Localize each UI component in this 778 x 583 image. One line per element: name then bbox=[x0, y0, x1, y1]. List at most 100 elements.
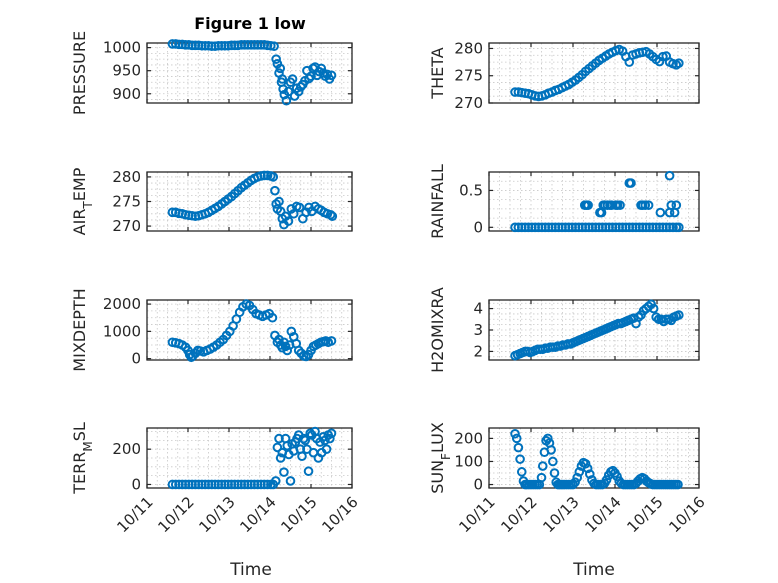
data-point bbox=[236, 479, 247, 490]
data-point bbox=[167, 39, 178, 49]
y-axis-label: H2OMIXRA bbox=[428, 287, 447, 373]
data-point bbox=[226, 479, 237, 490]
x-tick-label: 10/12 bbox=[497, 493, 540, 536]
data-point bbox=[229, 40, 240, 51]
data-point bbox=[203, 479, 214, 490]
data-point bbox=[259, 479, 270, 490]
y-axis-label: PRESSURE bbox=[70, 31, 89, 115]
data-point bbox=[664, 170, 675, 181]
y-tick-label: 0 bbox=[473, 476, 483, 494]
data-point bbox=[246, 479, 256, 490]
data-point bbox=[274, 433, 284, 444]
data-point bbox=[648, 303, 659, 314]
data-point bbox=[252, 479, 263, 490]
data-point bbox=[243, 40, 253, 50]
data-point bbox=[272, 442, 283, 453]
data-point bbox=[583, 200, 593, 210]
data-point bbox=[184, 479, 194, 490]
data-point bbox=[668, 222, 678, 233]
y-tick-label: 1000 bbox=[103, 39, 141, 57]
data-point bbox=[274, 196, 284, 207]
y-tick-label: 280 bbox=[454, 39, 483, 57]
x-tick-label: 10/14 bbox=[236, 493, 279, 536]
data-point bbox=[582, 463, 593, 474]
y-axis-label: SUNFLUX bbox=[428, 422, 453, 494]
data-point bbox=[322, 69, 333, 80]
x-tick-label: 10/15 bbox=[623, 493, 666, 536]
data-point bbox=[279, 467, 289, 477]
data-point bbox=[572, 472, 583, 483]
data-point bbox=[321, 444, 332, 454]
data-point bbox=[233, 479, 243, 490]
data-point bbox=[673, 479, 683, 490]
data-point bbox=[210, 479, 220, 490]
data-point bbox=[316, 63, 327, 74]
data-point bbox=[220, 40, 230, 51]
data-point bbox=[275, 63, 286, 74]
data-point bbox=[229, 479, 240, 490]
data-point bbox=[326, 428, 337, 439]
data-point bbox=[174, 479, 184, 490]
data-point bbox=[206, 41, 217, 52]
y-tick-label: 0.5 bbox=[459, 181, 483, 199]
x-tick-label: 10/15 bbox=[277, 493, 320, 536]
y-tick-label: 4 bbox=[473, 300, 483, 318]
data-point bbox=[220, 479, 230, 490]
data-point bbox=[546, 445, 556, 455]
y-tick-label: 270 bbox=[112, 217, 141, 235]
data-point bbox=[568, 479, 578, 490]
data-point bbox=[243, 479, 253, 490]
data-point bbox=[177, 479, 188, 490]
data-point bbox=[200, 479, 211, 490]
y-axis-label: THETA bbox=[428, 47, 447, 99]
data-point bbox=[548, 456, 558, 467]
data-point bbox=[674, 58, 684, 68]
data-point bbox=[193, 479, 204, 490]
data-point bbox=[270, 185, 280, 196]
y-axis-label: AIRTEMP bbox=[70, 167, 95, 235]
y-tick-label: 0 bbox=[473, 218, 483, 236]
subplot-2: 270 275 280 THETA bbox=[428, 39, 700, 112]
subplot-6: 2 3 4 H2OMIXRA bbox=[428, 287, 700, 373]
y-tick-label: 900 bbox=[112, 85, 141, 103]
data-point bbox=[187, 479, 197, 490]
x-axis-label-left: Time bbox=[229, 560, 272, 580]
data-point bbox=[277, 74, 288, 84]
data-point bbox=[270, 476, 281, 486]
y-axis-label: TERRMSL bbox=[70, 422, 95, 495]
data-point bbox=[249, 40, 260, 50]
y-tick-label: 275 bbox=[454, 67, 483, 85]
data-point bbox=[249, 479, 260, 490]
x-tick-label: 10/14 bbox=[581, 493, 624, 536]
data-point bbox=[252, 40, 263, 50]
y-tick-label: 1000 bbox=[103, 322, 141, 340]
data-point bbox=[283, 216, 294, 226]
data-point bbox=[213, 479, 224, 490]
data-point bbox=[236, 40, 247, 50]
y-tick-label: 200 bbox=[112, 440, 141, 458]
data-point bbox=[305, 428, 315, 439]
data-point bbox=[510, 428, 520, 439]
data-point bbox=[674, 310, 684, 320]
data-point bbox=[200, 40, 211, 51]
data-point bbox=[283, 86, 294, 97]
data-point bbox=[612, 471, 622, 482]
data-point bbox=[275, 453, 286, 463]
data-point bbox=[271, 54, 281, 64]
y-tick-label: 0 bbox=[131, 350, 141, 368]
data-point bbox=[216, 40, 227, 51]
subplot-4: 0 0.5 RAINFALL bbox=[428, 164, 700, 239]
data-point bbox=[543, 433, 553, 444]
data-point bbox=[262, 479, 273, 490]
x-tick-label: 10/16 bbox=[665, 493, 708, 536]
x-tick-label: 10/13 bbox=[195, 493, 238, 536]
data-point bbox=[239, 40, 250, 50]
y-tick-label: 2 bbox=[473, 342, 483, 360]
data-point bbox=[294, 202, 305, 213]
data-point bbox=[267, 312, 278, 323]
x-tick-label: 10/13 bbox=[539, 493, 582, 536]
y-axis-label: MIXDEPTH bbox=[70, 288, 89, 371]
y-tick-label: 3 bbox=[473, 321, 483, 339]
